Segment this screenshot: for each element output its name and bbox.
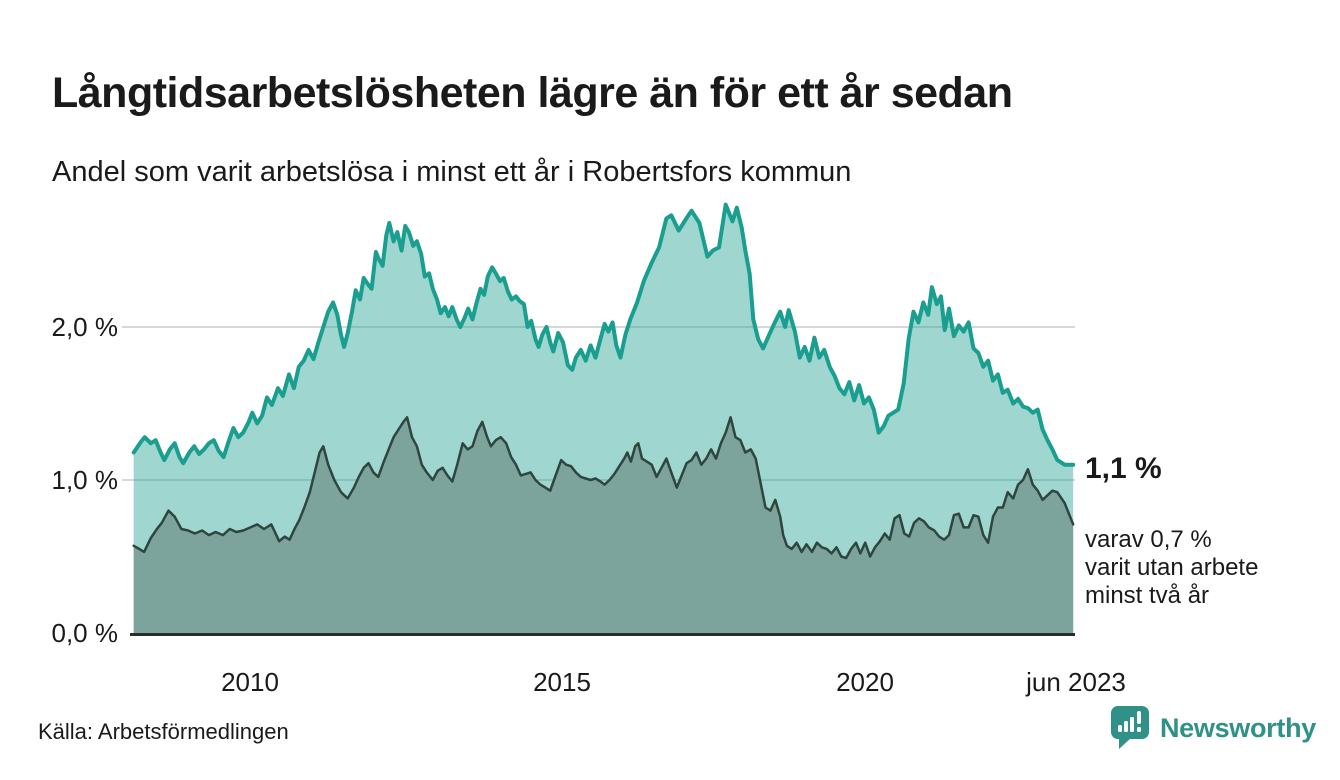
page-title: Långtidsarbetslösheten lägre än för ett …: [52, 68, 1013, 117]
newsworthy-logo: Newsworthy: [1110, 705, 1316, 751]
x-tick-label-2015: 2015: [533, 667, 591, 697]
y-tick-label-1pct: 1,0 %: [51, 465, 119, 495]
source-attribution: Källa: Arbetsförmedlingen: [38, 719, 289, 744]
chart-subtitle: Andel som varit arbetslösa i minst ett å…: [52, 156, 852, 188]
end-value-annotation: 1,1 %: [1085, 452, 1162, 485]
y-tick-label-0pct: 0,0 %: [51, 618, 119, 648]
series-line-1: [132, 416, 1075, 560]
bar-chart-speech-bubble-icon: [1110, 706, 1149, 749]
x-tick-label-2010: 2010: [221, 667, 279, 697]
y-tick-label-2pct: 2,0 %: [51, 312, 119, 342]
x-tick-label-jun-2023: jun 2023: [1026, 667, 1126, 697]
x-tick-label-2020: 2020: [836, 667, 894, 697]
newsworthy-wordmark: Newsworthy: [1159, 712, 1316, 743]
series-line-0: [131, 202, 1076, 467]
series-area-1: [133, 417, 1074, 633]
secondary-annotation: varav 0,7 % varit utan arbete minst två …: [1085, 526, 1259, 609]
